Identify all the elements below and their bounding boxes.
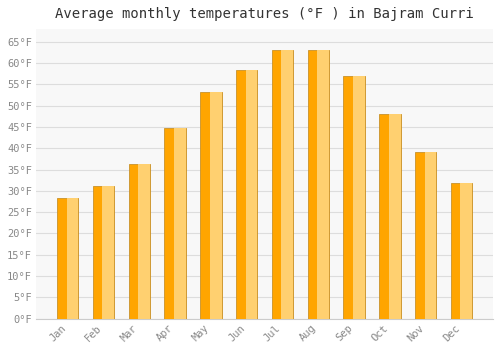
Bar — [128, 164, 150, 318]
Bar — [272, 50, 293, 318]
Title: Average monthly temperatures (°F ) in Bajram Curri: Average monthly temperatures (°F ) in Ba… — [55, 7, 474, 21]
Bar — [210, 92, 222, 318]
Bar — [92, 186, 114, 318]
Bar — [236, 70, 258, 319]
Bar — [102, 186, 114, 318]
Bar — [379, 114, 400, 319]
Bar — [308, 50, 329, 318]
Bar — [415, 152, 436, 318]
Bar — [164, 128, 186, 318]
Bar — [451, 183, 472, 318]
Bar — [353, 76, 365, 318]
Bar — [282, 50, 293, 318]
Bar — [174, 128, 186, 318]
Bar — [389, 114, 400, 319]
Bar — [317, 50, 329, 318]
Bar — [246, 70, 258, 319]
Bar — [57, 198, 78, 318]
Bar — [424, 152, 436, 318]
Bar — [138, 164, 150, 318]
Bar — [200, 92, 222, 318]
Bar — [460, 183, 472, 318]
Bar — [344, 76, 365, 318]
Bar — [66, 198, 78, 318]
